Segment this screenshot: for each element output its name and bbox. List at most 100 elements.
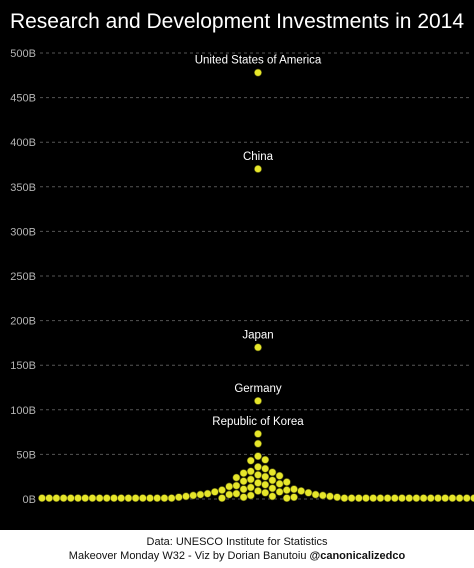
data-point: [254, 439, 262, 448]
data-point: [275, 479, 284, 488]
y-tick-label: 500B: [10, 48, 36, 60]
y-tick-label: 0B: [23, 494, 36, 506]
footer-source: Data: UNESCO Institute for Statistics: [146, 536, 328, 548]
data-point: [246, 456, 255, 465]
data-point: [95, 494, 104, 503]
data-point: [470, 494, 474, 503]
data-point: [210, 487, 219, 496]
data-point: [239, 477, 248, 486]
data-point: [254, 165, 262, 173]
data-point: [333, 493, 342, 502]
data-point: [174, 493, 183, 502]
data-point: [412, 494, 421, 503]
data-point: [246, 475, 255, 484]
data-point: [462, 494, 471, 503]
data-point: [390, 494, 399, 503]
y-tick-label: 50B: [16, 449, 36, 461]
data-point: [232, 489, 241, 498]
data-point: [146, 494, 154, 503]
data-point: [189, 491, 198, 500]
data-point: [246, 467, 255, 476]
data-point: [138, 494, 147, 503]
y-tick-label: 200B: [10, 316, 36, 328]
data-point: [455, 494, 464, 503]
data-point: [153, 494, 162, 503]
data-point: [318, 491, 327, 500]
data-point: [225, 482, 234, 491]
data-point: [254, 462, 262, 471]
chart-area: Research and Development Investments in …: [0, 0, 474, 530]
data-point: [383, 494, 392, 503]
data-point: [203, 489, 212, 498]
data-point: [218, 494, 226, 503]
data-point: [232, 481, 241, 490]
data-point: [419, 494, 428, 503]
data-point: [261, 480, 270, 489]
y-tick-label: 450B: [10, 93, 36, 105]
data-point: [254, 452, 262, 461]
beeswarm-chart: 0B 50B 100B 150B 200B 250B 300B 350B 400B 450B 500…: [10, 48, 474, 506]
data-point: [45, 494, 54, 503]
data-point: [369, 494, 378, 503]
data-point: [434, 494, 442, 503]
data-point: [268, 468, 277, 477]
data-point: [167, 494, 176, 503]
data-point: [268, 476, 277, 485]
point-label: Japan: [242, 329, 273, 341]
data-point: [232, 473, 241, 482]
data-point: [405, 494, 414, 503]
y-tick-label: 350B: [10, 182, 36, 194]
data-point: [275, 487, 284, 496]
point-label: Germany: [234, 383, 282, 395]
data-point: [261, 464, 270, 473]
data-point: [246, 483, 255, 492]
data-point: [347, 494, 356, 503]
data-point: [290, 485, 298, 494]
data-point: [239, 493, 248, 502]
data-point: [326, 492, 334, 501]
data-point: [88, 494, 97, 503]
data-point: [282, 486, 291, 494]
data-point: [261, 472, 270, 481]
data-point: [254, 471, 262, 479]
data-point: [254, 396, 262, 405]
data-point: [218, 486, 226, 494]
y-tick-label: 250B: [10, 271, 36, 283]
data-point: [340, 494, 349, 503]
footer-credit-handle: @canonicalizedco: [309, 550, 406, 562]
data-point: [254, 479, 262, 487]
data-point: [74, 494, 82, 503]
point-label: Republic of Korea: [212, 416, 304, 428]
data-point: [160, 494, 169, 503]
data-point: [102, 494, 111, 503]
data-point: [66, 494, 75, 503]
data-point: [246, 491, 255, 500]
data-point: [38, 494, 46, 503]
data-point: [110, 494, 118, 503]
data-point: [268, 484, 277, 493]
point-label: China: [243, 151, 274, 163]
y-tick-label: 150B: [10, 360, 36, 372]
data-point: [124, 494, 133, 503]
data-point: [282, 478, 291, 486]
data-point: [448, 494, 457, 503]
data-point: [254, 487, 262, 495]
data-point: [275, 471, 284, 480]
data-point: [131, 494, 140, 503]
data-point: [362, 494, 370, 503]
data-point: [254, 429, 262, 438]
data-point: [261, 455, 270, 464]
data-point: [354, 494, 363, 503]
y-tick-label: 400B: [10, 137, 36, 149]
data-point: [261, 488, 270, 497]
chart-title: Research and Development Investments in …: [9, 10, 465, 33]
data-point: [282, 494, 291, 503]
y-tick-label: 100B: [10, 405, 36, 417]
footer-credit: Makeover Monday W32 - Viz by Dorian Banu…: [0, 550, 474, 562]
data-point: [225, 490, 234, 499]
point-label: United States of America: [195, 55, 322, 67]
footer-credit-text: Makeover Monday W32 - Viz by Dorian Banu…: [68, 550, 310, 562]
data-point: [117, 494, 126, 503]
data-point: [290, 493, 298, 502]
data-point: [297, 487, 306, 495]
